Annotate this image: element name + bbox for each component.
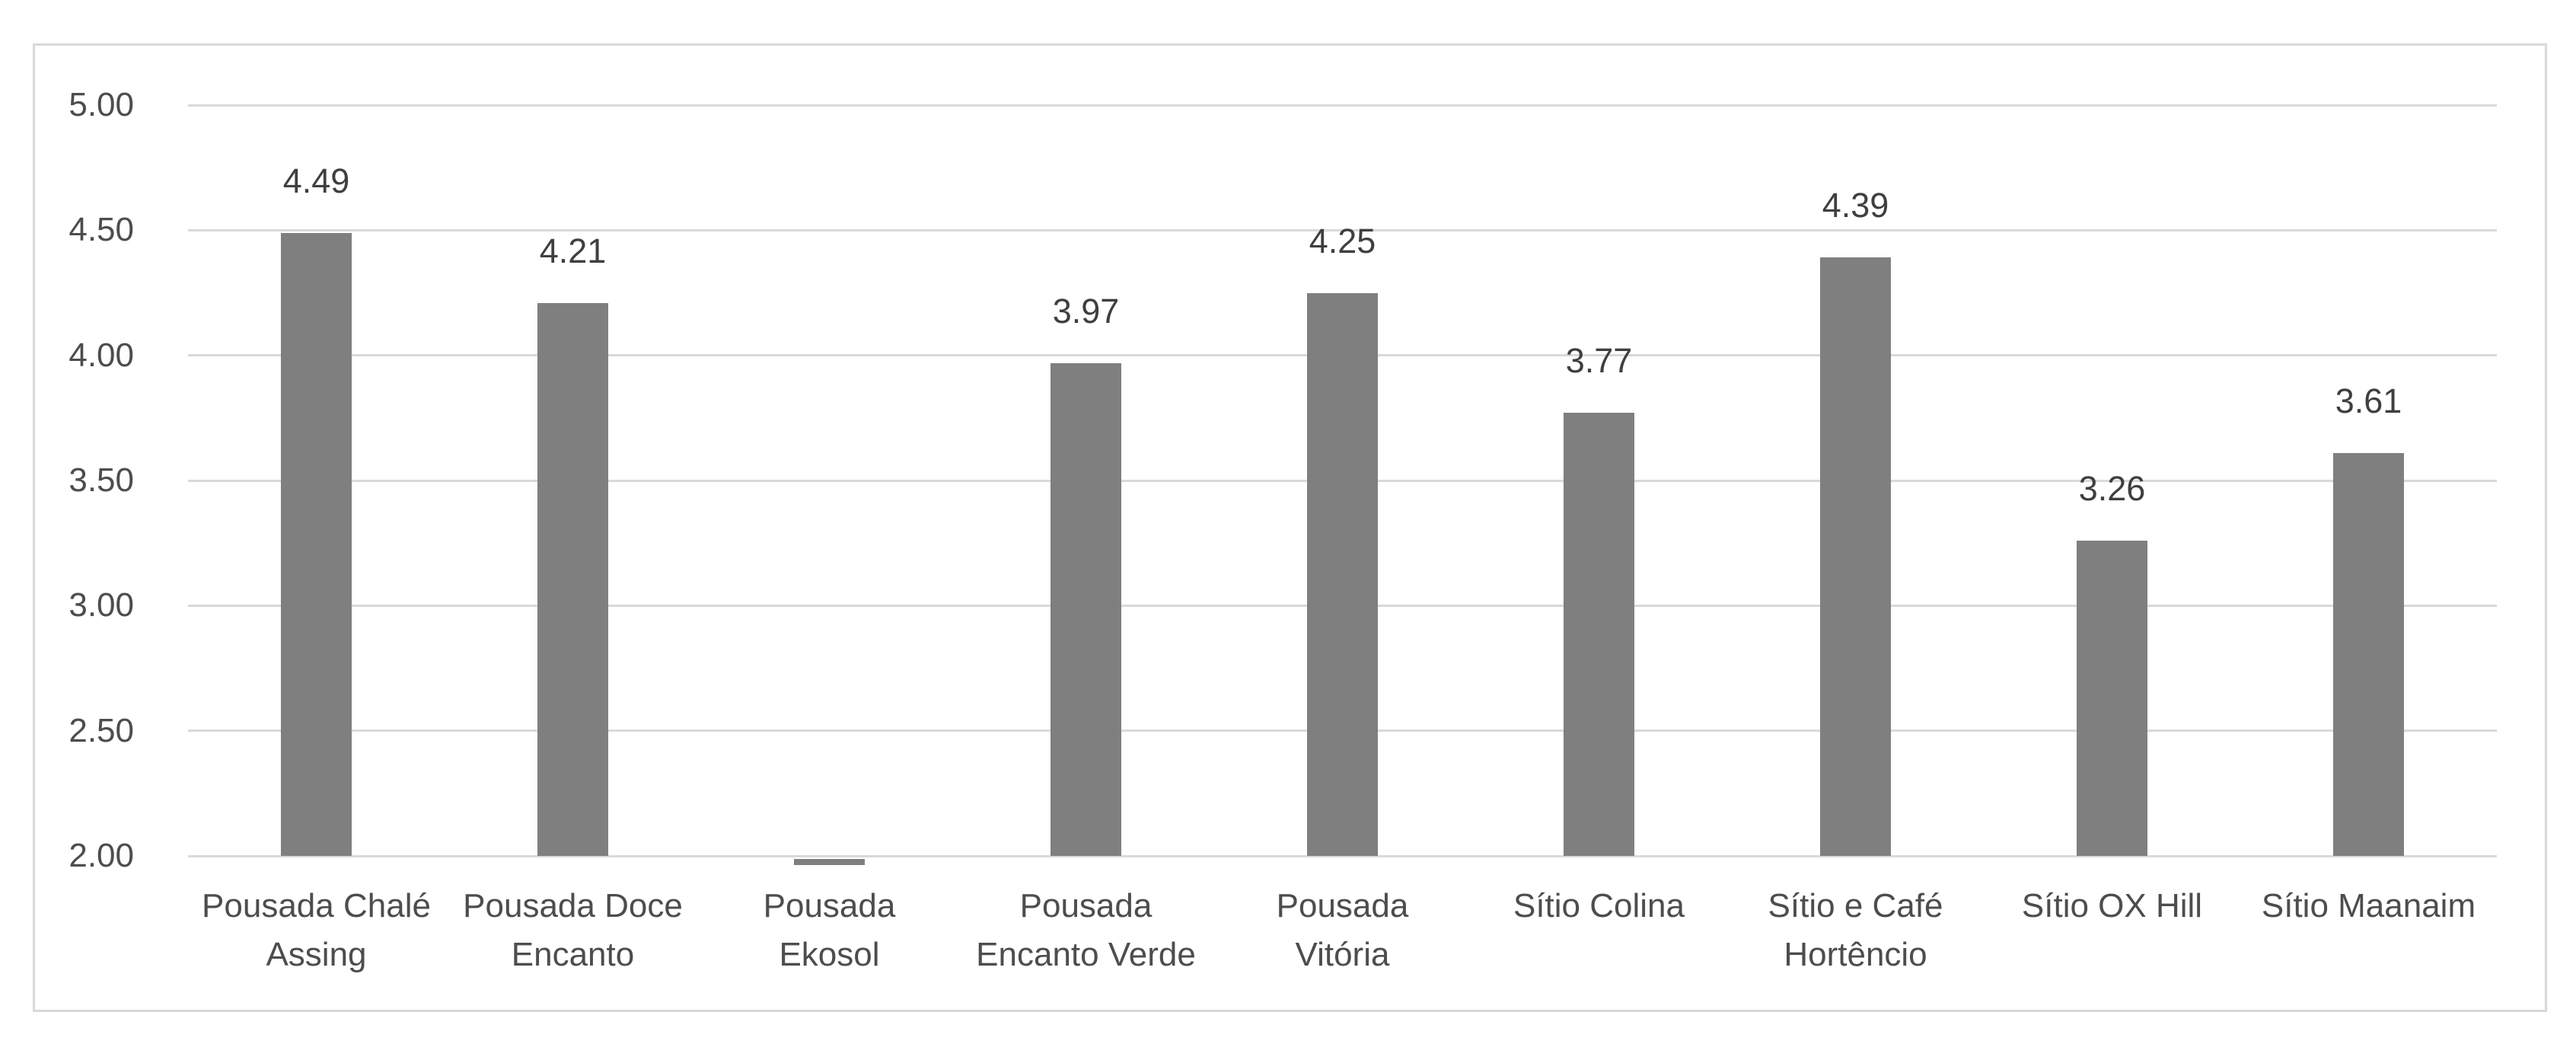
category-label-line: Pousada Doce	[463, 887, 683, 924]
bar	[2333, 452, 2404, 856]
category-label-line: Hortêncio	[1784, 936, 1927, 973]
category-label-line: Sítio Maanaim	[2261, 887, 2476, 924]
y-tick-label: 2.50	[69, 711, 134, 749]
bar-value-label: 3.61	[2335, 381, 2402, 420]
bar	[1820, 257, 1891, 856]
y-tick-label: 2.00	[69, 837, 134, 874]
category-label-line: Sítio e Café	[1768, 887, 1943, 924]
bar	[1564, 413, 1634, 856]
y-tick-label: 4.00	[69, 336, 134, 374]
bar	[1050, 362, 1121, 856]
category-label-line: Encanto Verde	[976, 936, 1196, 973]
bar-value-label: 4.39	[1822, 186, 1889, 225]
bar	[281, 232, 352, 856]
bar-chart-frame: 5.00 4.50 4.00 3.50 3.00 2.50 2.00 4.49 4.21 3.9…	[33, 43, 2547, 1012]
category-label-line: Ekosol	[779, 936, 880, 973]
category-label: Sítio e Café Hortêncio	[1727, 882, 1984, 979]
category-label-line: Pousada	[1019, 887, 1153, 924]
category-label-line: Sítio Colina	[1513, 887, 1685, 924]
bar-value-label: 4.25	[1309, 221, 1376, 260]
bar	[1307, 292, 1378, 856]
category-label: Pousada Chalé Assing	[188, 882, 445, 979]
bar-value-label: 4.21	[539, 231, 607, 270]
bar-value-label: 3.26	[2078, 468, 2146, 508]
bar	[537, 302, 608, 856]
category-label: Sítio Maanaim	[2240, 882, 2497, 931]
category-label-line: Pousada	[1276, 887, 1409, 924]
y-tick-label: 4.50	[69, 211, 134, 249]
category-label: Pousada Doce Encanto	[445, 882, 701, 979]
bar-value-label: 3.97	[1052, 291, 1120, 330]
category-label: Sítio Colina	[1471, 882, 1727, 931]
bar-clipped-below-min	[794, 859, 865, 865]
category-label-line: Pousada	[763, 887, 896, 924]
bar-value-label: 3.77	[1565, 341, 1633, 381]
category-label: Pousada Vitória	[1214, 882, 1471, 979]
gridline	[188, 104, 2497, 107]
y-tick-label: 3.50	[69, 461, 134, 499]
bar	[2077, 540, 2147, 856]
category-label-line: Vitória	[1295, 936, 1390, 973]
gridline	[188, 228, 2497, 231]
y-tick-label: 5.00	[69, 86, 134, 123]
category-label-line: Pousada Chalé	[202, 887, 431, 924]
category-label-line: Encanto	[511, 936, 635, 973]
category-label-line: Sítio OX Hill	[2021, 887, 2203, 924]
category-label-line: Assing	[266, 936, 367, 973]
category-label: Pousada Ekosol	[701, 882, 958, 979]
category-label: Pousada Encanto Verde	[958, 882, 1214, 979]
y-tick-label: 3.00	[69, 586, 134, 624]
bar-value-label: 4.49	[282, 161, 350, 200]
gridline	[188, 854, 2497, 857]
category-label: Sítio OX Hill	[1984, 882, 2240, 931]
